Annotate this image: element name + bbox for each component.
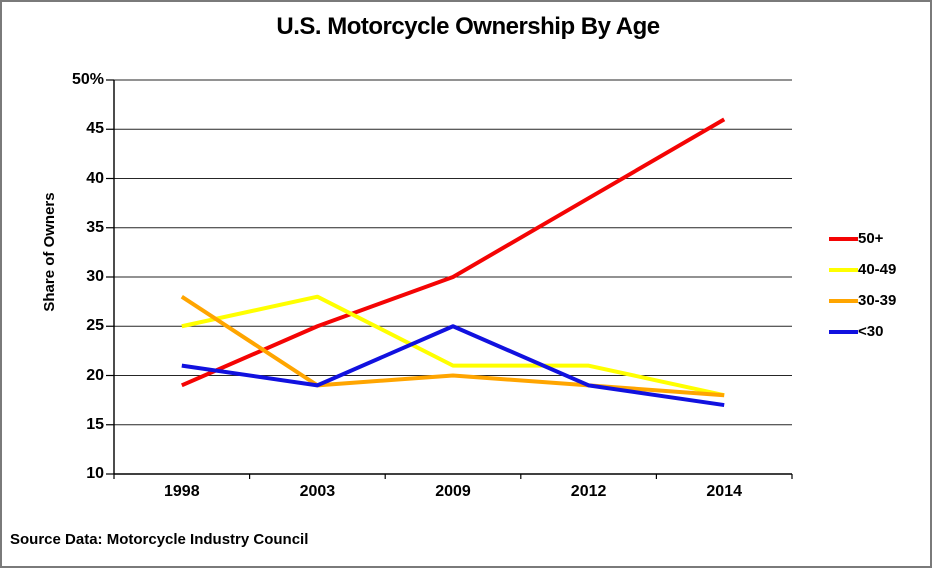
x-tick-label: 2014 — [706, 483, 742, 500]
legend-swatch-lt30-icon — [829, 329, 858, 334]
legend-item-50plus: 50+ — [829, 223, 896, 254]
series-line-30-39 — [180, 295, 725, 398]
series-line-lt30 — [181, 324, 725, 408]
x-tick-label: 1998 — [164, 483, 200, 500]
y-tick-label: 35 — [86, 218, 104, 236]
y-tick-label: 15 — [86, 415, 104, 433]
y-tick-label: 20 — [86, 366, 104, 384]
legend-swatch-50plus-icon — [829, 236, 858, 241]
series-line-40-49 — [181, 294, 725, 398]
legend-item-40-49: 40-49 — [829, 254, 896, 285]
source-note: Source Data: Motorcycle Industry Council — [10, 531, 309, 548]
chart-title: U.S. Motorcycle Ownership By Age — [276, 13, 660, 40]
legend-label: 30-39 — [858, 292, 897, 309]
x-tick-label: 2012 — [570, 483, 607, 500]
legend-item-lt30: <30 — [829, 316, 896, 347]
legend-swatch-30-39-icon — [829, 298, 858, 303]
series-line-50plus — [181, 117, 726, 388]
legend-label: <30 — [858, 323, 884, 340]
x-tick-label: 2003 — [299, 483, 336, 500]
x-tick-label: 2009 — [435, 483, 471, 500]
legend-label: 40-49 — [858, 261, 897, 278]
y-tick-label: 50% — [71, 71, 104, 88]
y-tick-label: 30 — [86, 268, 104, 285]
y-tick-label: 40 — [86, 169, 104, 187]
y-tick-label: 10 — [86, 465, 104, 482]
y-tick-label: 45 — [86, 120, 104, 138]
y-tick-label: 25 — [86, 317, 104, 335]
legend-label: 50+ — [858, 230, 884, 247]
legend: 50+ 40-49 30-39 <30 — [829, 223, 896, 347]
legend-swatch-40-49-icon — [829, 267, 858, 272]
legend-item-30-39: 30-39 — [829, 285, 896, 316]
